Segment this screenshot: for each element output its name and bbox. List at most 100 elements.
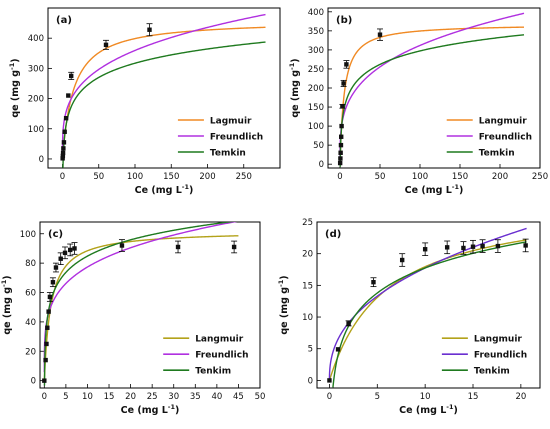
y-tick-label: 60 — [25, 289, 36, 299]
data-point — [480, 244, 484, 248]
data-point — [338, 156, 342, 160]
y-tick-label: 100 — [308, 122, 324, 132]
y-tick-label: 40 — [25, 318, 36, 328]
data-point — [338, 161, 342, 165]
legend-label: Langmuir — [474, 335, 523, 345]
data-point — [423, 247, 427, 251]
x-tick-label: 0 — [60, 172, 65, 182]
plot-frame — [48, 8, 280, 168]
data-point — [72, 246, 76, 250]
y-tick-label: 100 — [28, 125, 44, 135]
y-tick-label: 10 — [302, 313, 313, 323]
y-tick-label: 400 — [308, 8, 324, 18]
panel-c: 0 5 10 15 20 25 30 35 40 45 50020406080100Ce (mg L… — [0, 221, 265, 416]
x-tick-label: 40 — [211, 392, 222, 402]
y-tick-label: 300 — [308, 46, 324, 56]
x-tick-label: 45 — [233, 392, 244, 402]
data-point — [61, 146, 65, 150]
data-point — [44, 342, 48, 346]
data-point — [371, 280, 375, 284]
x-tick-label: 50 — [255, 392, 266, 402]
data-point — [64, 116, 68, 120]
y-tick-label: 200 — [28, 95, 44, 105]
y-tick-label: 50 — [313, 141, 324, 151]
data-point — [147, 28, 151, 32]
y-tick-label: 25 — [302, 218, 313, 228]
x-axis-title: Ce (mg L-1) — [121, 403, 180, 416]
x-tick-label: 250 — [236, 172, 252, 182]
legend-label: Langmuir — [479, 117, 528, 127]
panel-label: (d) — [325, 229, 341, 240]
data-point — [232, 245, 236, 249]
data-point — [42, 378, 46, 382]
y-axis-title: qe (mg g-1) — [0, 275, 13, 334]
y-tick-label: 20 — [25, 347, 36, 357]
x-axis-title: Ce (mg L-1) — [135, 183, 194, 196]
data-point — [43, 358, 47, 362]
data-point — [461, 246, 465, 250]
y-tick-label: 350 — [308, 27, 324, 37]
data-point — [45, 326, 49, 330]
x-tick-label: 200 — [492, 172, 508, 182]
y-tick-label: 0 — [31, 377, 36, 387]
x-axis-title: Ce (mg L-1) — [399, 403, 458, 416]
x-tick-label: 0 — [42, 392, 47, 402]
data-point — [46, 309, 50, 313]
x-tick-label: 100 — [127, 172, 143, 182]
data-point — [496, 244, 500, 248]
y-tick-label: 0 — [319, 160, 324, 170]
y-tick-label: 0 — [308, 376, 313, 386]
series-line-temkin — [340, 35, 524, 167]
data-point — [340, 104, 344, 108]
x-tick-label: 150 — [452, 172, 468, 182]
y-axis-title: qe (mg g-1) — [277, 275, 290, 334]
panel-label: (a) — [56, 15, 72, 26]
data-point — [341, 81, 345, 85]
legend-label: Temkin — [479, 149, 515, 159]
data-point — [62, 140, 66, 144]
legend-label: Tenkim — [195, 367, 231, 377]
data-point — [346, 321, 350, 325]
data-point — [120, 243, 124, 247]
y-tick-label: 100 — [20, 230, 36, 240]
x-tick-label: 5 — [63, 392, 68, 402]
x-tick-label: 15 — [104, 392, 115, 402]
y-tick-label: 20 — [302, 250, 313, 260]
plot-frame — [317, 222, 540, 388]
x-tick-label: 10 — [82, 392, 93, 402]
y-tick-label: 400 — [28, 34, 44, 44]
y-tick-label: 5 — [308, 345, 313, 355]
x-tick-label: 5 — [375, 392, 380, 402]
data-point — [445, 245, 449, 249]
y-tick-label: 15 — [302, 281, 313, 291]
data-point — [339, 124, 343, 128]
y-tick-label: 80 — [25, 259, 36, 269]
legend-label: Freundlich — [195, 351, 248, 361]
y-axis-title: qe (mg g-1) — [8, 58, 21, 117]
x-tick-label: 50 — [93, 172, 104, 182]
y-tick-label: 250 — [308, 65, 324, 75]
series-line-tenkim — [44, 221, 238, 386]
legend-label: Freundlich — [210, 133, 263, 143]
x-tick-label: 250 — [532, 172, 548, 182]
legend-label: Lagmuir — [210, 117, 252, 127]
legend-label: Freundlich — [474, 351, 527, 361]
data-point — [523, 243, 527, 247]
data-point — [54, 265, 58, 269]
data-point — [344, 62, 348, 66]
data-point — [104, 43, 108, 47]
panel-a: 0 50 100 150 200 250 0 100 200 300 400 Ce (mg L-1) q… — [8, 8, 280, 196]
data-point — [66, 93, 70, 97]
data-point — [339, 143, 343, 147]
legend-label: Langmuir — [195, 335, 244, 345]
data-point — [176, 245, 180, 249]
y-tick-label: 300 — [28, 64, 44, 74]
x-axis-title: Ce (mg L-1) — [405, 183, 464, 196]
data-point — [338, 151, 342, 155]
data-point — [471, 245, 475, 249]
data-point — [51, 280, 55, 284]
panel-b: 0 50 100 150 200 250 0 50 100 150 200 250 300 350 400 C… — [288, 8, 548, 196]
x-tick-label: 50 — [375, 172, 386, 182]
legend-label: Temkin — [210, 149, 246, 159]
